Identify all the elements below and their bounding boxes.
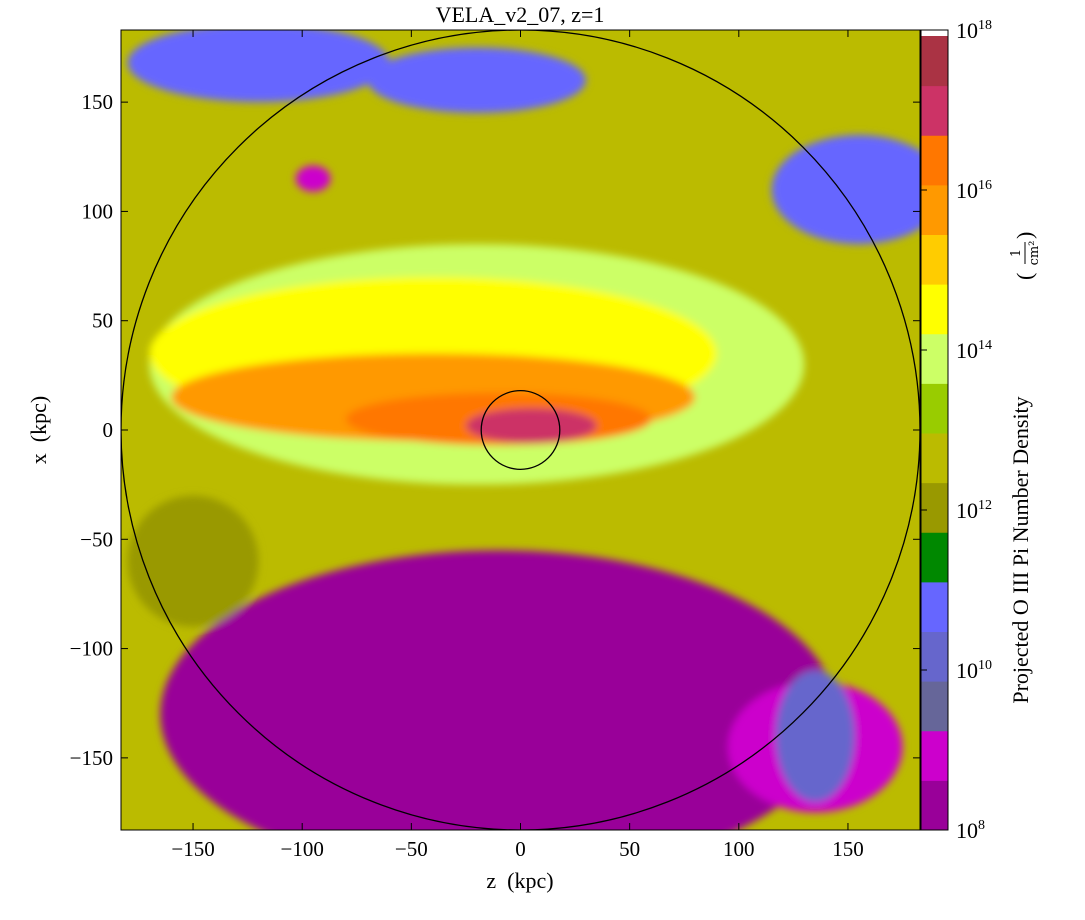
colorbar-unit-open-paren: ( xyxy=(1012,273,1037,280)
region-left-lower-green xyxy=(128,496,259,627)
y-tick-label: −50 xyxy=(80,527,113,551)
region-upper-blue-mid xyxy=(368,47,586,113)
y-tick-label: 0 xyxy=(103,418,114,442)
region-upper-magenta xyxy=(296,166,331,192)
chart-title: VELA_v2_07, z=1 xyxy=(436,2,605,27)
colorbar-segment xyxy=(921,235,948,285)
colorbar-segment xyxy=(921,284,948,334)
region-central-magenta xyxy=(466,408,597,443)
colorbar-tick-label: 1016 xyxy=(956,178,992,203)
y-tick-label: −100 xyxy=(70,637,113,661)
x-tick-label: 50 xyxy=(619,837,640,861)
region-upper-blue-left xyxy=(128,23,390,102)
colorbar-segment xyxy=(921,731,948,781)
colorbar-tick-label: 1010 xyxy=(956,658,992,683)
colorbar-segment xyxy=(921,681,948,731)
colorbar-segment xyxy=(921,334,948,384)
y-axis-label: x (kpc) xyxy=(26,396,51,464)
colorbar-label-group: Projected O III Pi Number Density ( 1 cm… xyxy=(1008,232,1042,704)
plot-area xyxy=(121,23,946,878)
colorbar-tick-label: 1014 xyxy=(956,338,992,363)
x-tick-label: 0 xyxy=(515,837,526,861)
colorbar-segment xyxy=(921,86,948,136)
colorbar-unit-denominator: cm² xyxy=(1027,241,1042,266)
x-tick-label: −100 xyxy=(281,837,324,861)
colorbar-segment xyxy=(921,135,948,185)
x-tick-label: −50 xyxy=(395,837,428,861)
y-tick-label: 100 xyxy=(82,199,114,223)
colorbar-tick-label: 1012 xyxy=(956,498,992,523)
colorbar-segment xyxy=(921,582,948,632)
colorbar xyxy=(921,30,948,831)
x-tick-label: −150 xyxy=(171,837,214,861)
colorbar-segment xyxy=(921,780,948,830)
colorbar-segment xyxy=(921,383,948,433)
colorbar-unit-numerator: 1 xyxy=(1009,249,1024,257)
colorbar-segment xyxy=(921,433,948,483)
x-tick-label: 150 xyxy=(832,837,864,861)
colorbar-unit-close-paren: ) xyxy=(1012,232,1037,239)
x-tick-label: 100 xyxy=(723,837,755,861)
y-tick-label: −150 xyxy=(70,746,113,770)
colorbar-segment xyxy=(921,532,948,582)
x-axis-label: z (kpc) xyxy=(486,868,553,893)
colorbar-tick-label: 1018 xyxy=(956,18,992,43)
colorbar-label: Projected O III Pi Number Density xyxy=(1008,396,1033,703)
colorbar-over-segment xyxy=(921,30,948,36)
region-bottom-right-grey xyxy=(776,670,855,801)
y-tick-label: 50 xyxy=(92,309,113,333)
colorbar-segment xyxy=(921,483,948,533)
colorbar-segment xyxy=(921,632,948,682)
y-tick-label: 150 xyxy=(82,90,114,114)
colorbar-segment xyxy=(921,185,948,235)
colorbar-tick-label: 108 xyxy=(956,818,985,843)
colorbar-segment xyxy=(921,36,948,86)
